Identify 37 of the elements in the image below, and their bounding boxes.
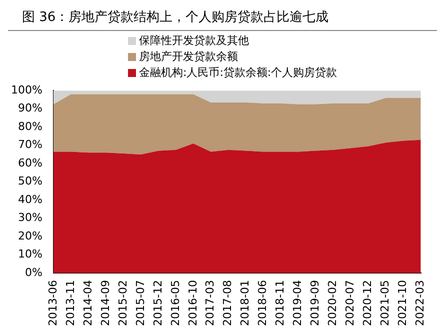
legend-label: 金融机构:人民币:贷款余额:个人购房贷款 [139, 65, 338, 81]
x-tick-label: 2020-12 [361, 280, 374, 326]
x-tick-label: 2018-01 [238, 280, 252, 326]
y-tick-label: 90% [18, 102, 42, 115]
x-tick-label: 2021-05 [378, 280, 392, 326]
y-tick-label: 60% [18, 156, 42, 170]
x-tick-label: 2015-07 [134, 280, 147, 326]
x-tick-label: 2019-09 [308, 280, 322, 326]
x-tick-label: 2021-10 [396, 280, 410, 326]
x-tick-label: 2016-05 [168, 280, 182, 326]
legend-label: 房地产开发贷款余额 [139, 49, 238, 65]
x-tick-label: 2017-08 [221, 280, 234, 326]
chart-title: 图 36：房地产贷款结构上，个人购房贷款占比逾七成 [8, 8, 437, 31]
y-tick-label: 20% [18, 229, 42, 242]
x-tick-label: 2014-04 [81, 280, 94, 326]
legend-label: 保障性开发贷款及其他 [139, 33, 249, 49]
y-tick-label: 10% [18, 248, 42, 261]
y-tick-label: 50% [18, 174, 42, 188]
x-tick-label: 2017-03 [204, 280, 217, 326]
x-tick-label: 2013-06 [46, 280, 60, 326]
y-tick-label: 40% [18, 192, 42, 206]
x-tick-label: 2013-11 [64, 280, 77, 326]
x-tick-label: 2019-04 [291, 280, 304, 326]
x-tick-label: 2014-09 [98, 280, 112, 326]
y-tick-label: 0% [24, 266, 42, 279]
x-tick-label: 2018-11 [274, 280, 287, 326]
y-tick-label: 70% [18, 138, 42, 152]
x-tick-label: 2022-03 [414, 280, 427, 326]
x-tick-label: 2020-07 [344, 280, 357, 326]
x-tick-label: 2018-06 [256, 280, 270, 326]
x-tick-label: 2015-12 [151, 280, 164, 326]
y-tick-label: 30% [18, 211, 42, 224]
y-tick-label: 80% [18, 120, 42, 133]
x-tick-label: 2016-10 [186, 280, 200, 326]
y-tick-label: 100% [10, 83, 42, 96]
x-tick-label: 2020-02 [326, 280, 340, 326]
x-tick-label: 2015-02 [116, 280, 130, 326]
